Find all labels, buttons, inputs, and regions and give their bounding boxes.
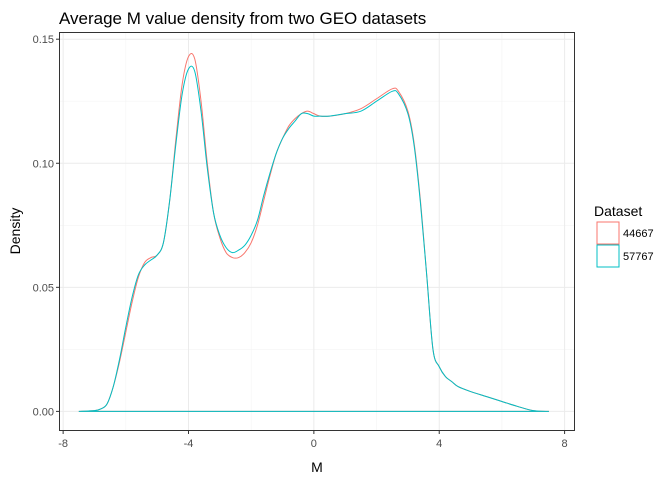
x-axis: -8 -4 0 4 8 <box>58 430 568 450</box>
chart-title: Average M value density from two GEO dat… <box>59 9 426 28</box>
legend-key-44667 <box>596 221 620 245</box>
y-tick-label: 0.05 <box>33 282 54 294</box>
series-layer <box>78 52 549 412</box>
x-axis-title: M <box>311 459 323 475</box>
legend: Dataset 44667 57767 <box>594 203 654 268</box>
legend-label-57767: 57767 <box>623 251 654 263</box>
grid-lines <box>60 33 574 430</box>
panel-border <box>59 32 575 431</box>
x-tick-label: 8 <box>562 438 568 450</box>
y-tick-label: 0.10 <box>33 158 54 170</box>
x-tick-label: -4 <box>184 438 194 450</box>
density-line-57767 <box>78 65 549 412</box>
legend-label-44667: 44667 <box>623 228 654 240</box>
y-tick-label: 0.00 <box>33 406 54 418</box>
y-tick-label: 0.15 <box>33 34 54 46</box>
y-axis: 0.00 0.05 0.10 0.15 <box>33 34 60 418</box>
legend-title: Dataset <box>594 203 642 219</box>
y-axis-title: Density <box>7 208 23 255</box>
x-tick-label: -8 <box>58 438 68 450</box>
x-tick-label: 0 <box>311 438 317 450</box>
x-tick-label: 4 <box>436 438 442 450</box>
legend-key-57767 <box>596 244 620 268</box>
